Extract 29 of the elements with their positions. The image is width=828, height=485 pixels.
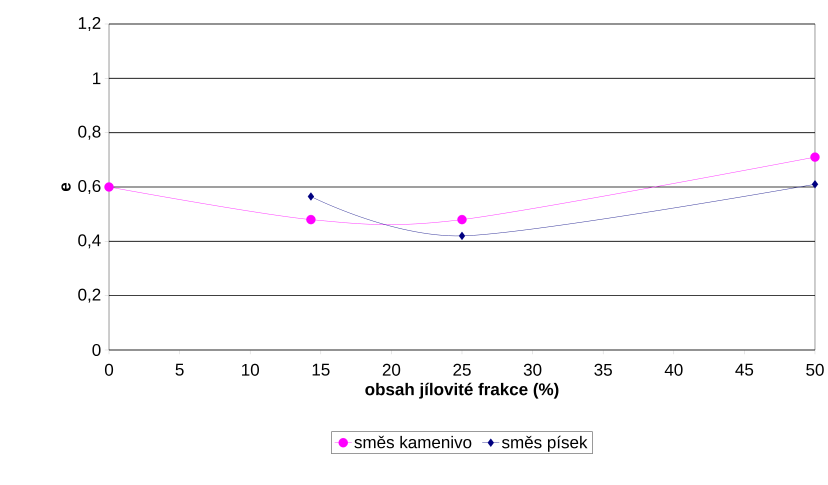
y-tick-label: 0,2 bbox=[78, 288, 100, 303]
x-tick-label: 15 bbox=[312, 364, 330, 376]
y-axis-title: e bbox=[61, 182, 71, 192]
y-tick-label: 1 bbox=[93, 72, 100, 84]
x-tick-label: 0 bbox=[104, 364, 114, 376]
point bbox=[104, 182, 114, 192]
point bbox=[306, 214, 316, 224]
point bbox=[458, 232, 466, 240]
x-tick-label: 35 bbox=[594, 364, 612, 376]
x-tick-label: 20 bbox=[382, 364, 400, 376]
x-tick-label: 5 bbox=[176, 364, 184, 376]
y-tick-label: 0 bbox=[92, 344, 101, 356]
point bbox=[810, 152, 820, 162]
y-tick-label: 0,4 bbox=[78, 234, 101, 248]
x-tick-label: 50 bbox=[806, 364, 824, 376]
x-axis-title: obsah jílovité frakce (%) bbox=[365, 382, 558, 399]
point bbox=[457, 214, 467, 224]
x-tick-label: 10 bbox=[242, 364, 259, 376]
legend-label: směs písek bbox=[502, 436, 588, 452]
y-tick-label: 0,6 bbox=[78, 180, 100, 194]
x-tick-label: 25 bbox=[453, 364, 471, 376]
point bbox=[308, 192, 314, 201]
x-tick-label: 45 bbox=[735, 364, 754, 376]
x-tick-label: 30 bbox=[524, 364, 542, 376]
x-tick-label: 40 bbox=[664, 364, 683, 376]
y-tick-label: 0,8 bbox=[78, 126, 100, 140]
y-tick-label: 1,2 bbox=[78, 16, 100, 32]
legend-label: směs kamenivo bbox=[354, 436, 472, 448]
point bbox=[812, 180, 818, 188]
